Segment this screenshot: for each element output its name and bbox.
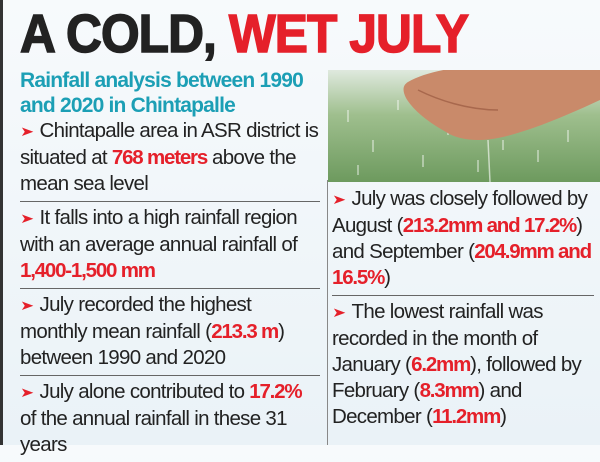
right-column: ➤ July was closely followed by August (21… [332,183,594,434]
arrowhead-right-icon: ➤ [20,211,34,227]
fact-text: The lowest rainfall was recorded in the … [332,300,544,376]
arrowhead-right-icon: ➤ [332,192,346,208]
arrowhead-right-icon: ➤ [20,298,34,314]
subtitle: Rainfall analysis between 1990 and 2020 … [20,69,304,117]
fact-bullet: ➤ July recorded the highest monthly mean … [20,289,320,376]
fact-text: ) between 1990 and 2020 [20,320,285,369]
fact-text: of the annual rainfall in these 31 years [20,407,288,456]
fact-text: July recorded the highest monthly mean r… [20,293,252,343]
highlight-value: 204.9mm and 16.5% [332,240,592,289]
fact-text: It falls into a high rainfall region wit… [20,206,298,256]
fact-bullet: ➤ The lowest rainfall was recorded in the… [332,296,594,434]
fact-bullet: ➤ Chintapalle area in ASR district is sit… [20,115,320,202]
fact-text: ) and December ( [332,379,522,428]
fact-text: ) and September ( [332,214,583,263]
column-divider [327,180,328,445]
highlight-value: 1,400-1,500 mm [20,259,156,282]
highlight-value: 213.3 m [211,320,279,343]
highlight-value: 213.2mm and 17.2% [402,214,578,237]
arrowhead-right-icon: ➤ [332,305,346,321]
arrowhead-right-icon: ➤ [20,385,34,401]
fact-bullet: ➤ July was closely followed by August (21… [332,183,594,296]
left-column: ➤ Chintapalle area in ASR district is sit… [20,115,320,462]
rain-hand-photo [328,70,600,182]
fact-bullet: ➤ It falls into a high rainfall region wi… [20,202,320,289]
fact-text: ), followed by February ( [332,353,582,402]
highlight-value: 768 meters [111,146,208,169]
fact-text: above the mean sea level [20,146,296,195]
headline-part2: WET JULY [228,3,470,65]
fact-text: Chintapalle area in ASR district is situ… [20,119,319,169]
fact-bullet: ➤ July alone contributed to 17.2% of the … [20,376,320,462]
headline-part1: A COLD, [19,3,229,65]
fact-text: July alone contributed to [39,380,250,403]
highlight-value: 8.3mm [419,379,480,402]
highlight-value: 17.2% [249,380,302,403]
frame-border [0,0,3,445]
highlight-value: 11.2mm [432,405,501,428]
arrowhead-right-icon: ➤ [20,124,34,140]
headline: A COLD, WET JULY [19,3,470,65]
fact-text: ) [500,405,507,428]
highlight-value: 6.2mm [411,353,471,376]
fact-text: ) [384,266,391,289]
fact-text: July was closely followed by August ( [332,187,588,237]
